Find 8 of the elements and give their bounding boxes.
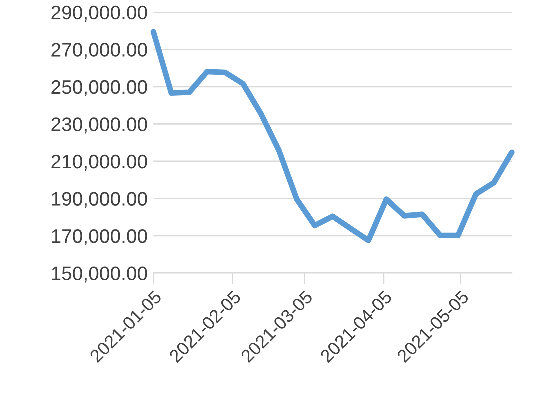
- y-tick-label: 250,000.00: [52, 80, 148, 96]
- y-tick-label: 150,000.00: [52, 266, 148, 283]
- y-tick-label: 210,000.00: [52, 154, 148, 171]
- y-tick-label: 190,000.00: [52, 192, 148, 208]
- y-tick-label: 290,000.00: [52, 6, 148, 22]
- y-tick-label: 230,000.00: [52, 118, 148, 134]
- y-tick-label: 170,000.00: [52, 229, 148, 246]
- y-tick-label: 270,000.00: [52, 43, 148, 60]
